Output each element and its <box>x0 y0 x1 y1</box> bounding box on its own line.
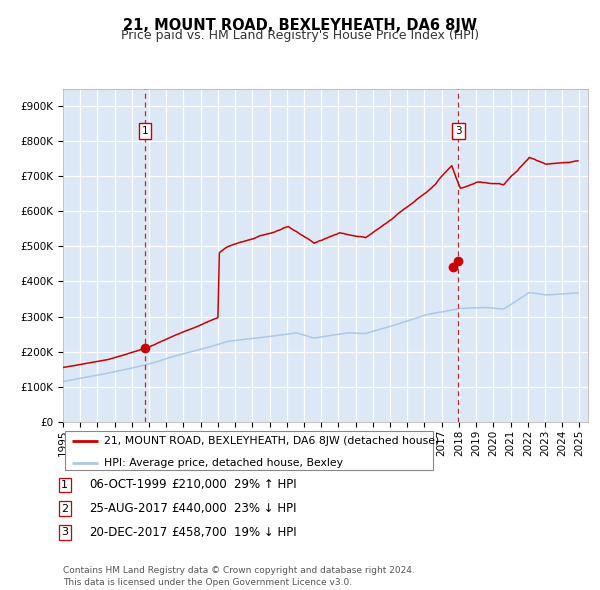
Text: 19% ↓ HPI: 19% ↓ HPI <box>234 526 296 539</box>
Text: 23% ↓ HPI: 23% ↓ HPI <box>234 502 296 515</box>
Text: 21, MOUNT ROAD, BEXLEYHEATH, DA6 8JW: 21, MOUNT ROAD, BEXLEYHEATH, DA6 8JW <box>123 18 477 32</box>
Text: £440,000: £440,000 <box>171 502 227 515</box>
Text: 1: 1 <box>61 480 68 490</box>
Text: Contains HM Land Registry data © Crown copyright and database right 2024.
This d: Contains HM Land Registry data © Crown c… <box>63 566 415 587</box>
Text: Price paid vs. HM Land Registry's House Price Index (HPI): Price paid vs. HM Land Registry's House … <box>121 30 479 42</box>
Text: 25-AUG-2017: 25-AUG-2017 <box>89 502 167 515</box>
Text: 21, MOUNT ROAD, BEXLEYHEATH, DA6 8JW (detached house): 21, MOUNT ROAD, BEXLEYHEATH, DA6 8JW (de… <box>104 437 439 447</box>
Text: 06-OCT-1999: 06-OCT-1999 <box>89 478 166 491</box>
Text: HPI: Average price, detached house, Bexley: HPI: Average price, detached house, Bexl… <box>104 458 343 468</box>
Text: 2: 2 <box>61 504 68 513</box>
Text: 3: 3 <box>61 527 68 537</box>
FancyBboxPatch shape <box>65 431 433 470</box>
Text: 29% ↑ HPI: 29% ↑ HPI <box>234 478 296 491</box>
Text: £458,700: £458,700 <box>171 526 227 539</box>
Text: £210,000: £210,000 <box>171 478 227 491</box>
Text: 20-DEC-2017: 20-DEC-2017 <box>89 526 167 539</box>
Text: 1: 1 <box>142 126 148 136</box>
Text: 3: 3 <box>455 126 461 136</box>
